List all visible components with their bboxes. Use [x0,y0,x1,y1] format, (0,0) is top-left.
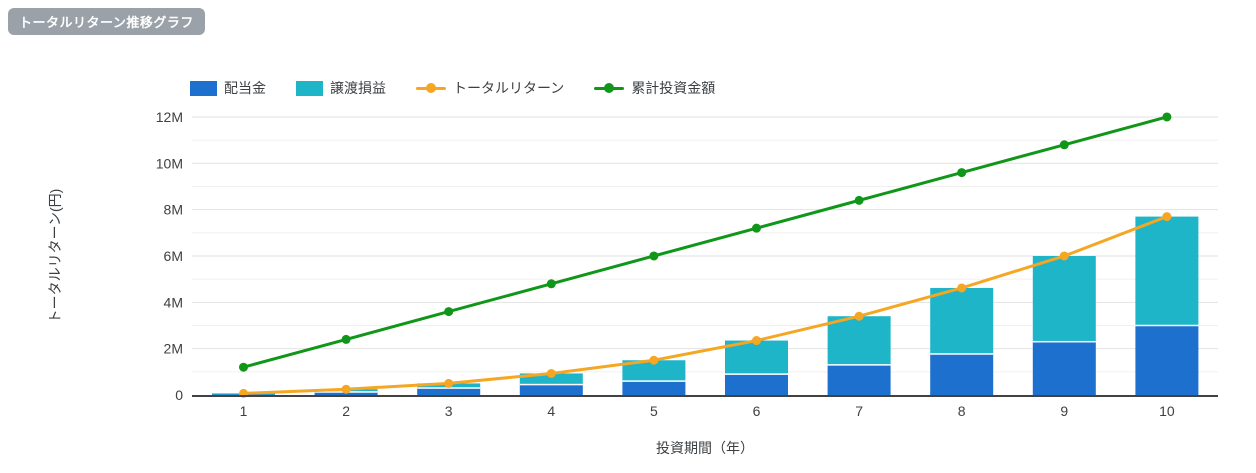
legend-item-capital-gains: 譲渡損益 [296,78,386,98]
cumulative-investment-point-year-3[interactable] [444,307,454,317]
y-tick-label: 2M [164,341,183,357]
bar-separator-year-6 [725,373,788,375]
chart-title-badge: トータルリターン推移グラフ [8,8,205,35]
cumulative-investment-point-year-8[interactable] [957,168,967,178]
y-tick-label: 10M [156,155,183,171]
cumulative-investment-point-year-7[interactable] [854,195,864,205]
total-return-point-year-3[interactable] [444,378,454,388]
total-return-point-year-7[interactable] [854,311,864,321]
bar-capital-gains-year-6[interactable] [725,340,788,375]
x-tick-label: 8 [958,403,966,419]
legend-item-dividends: 配当金 [190,78,266,98]
bar-dividends-year-9[interactable] [1032,341,1096,395]
bar-capital-gains-year-8[interactable] [930,287,994,354]
x-tick-label: 10 [1159,403,1175,419]
y-tick-label: 0 [175,387,183,403]
y-tick-label: 12M [156,109,183,125]
total-return-point-year-5[interactable] [649,355,659,365]
y-tick-label: 6M [164,248,183,264]
capital-gains-swatch-icon [296,80,323,96]
legend-item-total-return: トータルリターン [416,78,564,98]
dividends-swatch-icon [190,80,217,96]
bar-dividends-year-6[interactable] [725,374,788,395]
cumulative-investment-point-year-10[interactable] [1162,112,1172,122]
bar-separator-year-3 [417,387,481,389]
cumulative-investment-point-year-1[interactable] [239,362,248,372]
cumulative-investment-point-year-9[interactable] [1059,140,1069,150]
bar-dividends-year-4[interactable] [519,384,583,395]
cumulative-investment-point-year-5[interactable] [649,251,659,261]
bar-capital-gains-year-7[interactable] [827,316,891,365]
x-tick-label: 5 [650,403,658,419]
legend-label-dividends: 配当金 [224,80,266,96]
bar-dividends-year-5[interactable] [622,381,686,395]
x-tick-label: 6 [753,403,761,419]
cumulative-investment-point-year-2[interactable] [341,334,351,344]
bar-capital-gains-year-5[interactable] [622,360,686,382]
bar-separator-year-7 [827,364,891,366]
total-return-point-year-9[interactable] [1059,251,1069,261]
total-return-line-icon [416,81,446,96]
x-tick-label: 1 [240,403,248,419]
chart-legend: 配当金 譲渡損益 トータルリターン 累計投資金額 [190,78,715,98]
x-tick-label: 4 [547,403,555,419]
cumulative-investment-line [243,115,1168,369]
bar-capital-gains-year-9[interactable] [1032,255,1096,342]
x-tick-label: 9 [1060,403,1068,419]
bar-separator-year-5 [622,380,686,382]
bar-capital-gains-year-4[interactable] [519,373,583,385]
legend-label-total-return: トータルリターン [453,80,565,96]
x-axis-title: 投資期間（年） [656,440,754,456]
bar-dividends-year-3[interactable] [417,388,481,395]
total-return-point-year-10[interactable] [1162,212,1172,222]
bar-capital-gains-year-10[interactable] [1135,216,1199,326]
bar-separator-year-10 [1135,324,1199,327]
bar-separator-year-9 [1032,340,1096,343]
bar-dividends-year-7[interactable] [827,364,891,395]
x-tick-label: 2 [342,403,350,419]
cumulative-investment-line-icon [594,81,625,96]
x-tick-label: 3 [445,403,453,419]
y-tick-label: 8M [164,202,183,218]
total-return-point-year-4[interactable] [546,368,556,378]
total-return-point-year-8[interactable] [957,283,967,293]
legend-label-capital-gains: 譲渡損益 [330,80,386,96]
legend-item-cumulative-investment: 累計投資金額 [594,78,715,98]
bar-separator-year-8 [930,353,994,355]
total-return-point-year-2[interactable] [341,384,351,394]
total-return-point-year-6[interactable] [752,336,761,346]
x-tick-label: 7 [855,403,863,419]
total-return-line [243,215,1168,395]
bar-dividends-year-10[interactable] [1135,325,1199,395]
bar-separator-year-4 [519,383,583,386]
y-tick-label: 4M [164,294,183,310]
cumulative-investment-point-year-6[interactable] [752,223,761,233]
cumulative-investment-point-year-4[interactable] [546,279,556,289]
bar-dividends-year-8[interactable] [930,353,994,395]
legend-label-cumulative-investment: 累計投資金額 [631,80,716,96]
